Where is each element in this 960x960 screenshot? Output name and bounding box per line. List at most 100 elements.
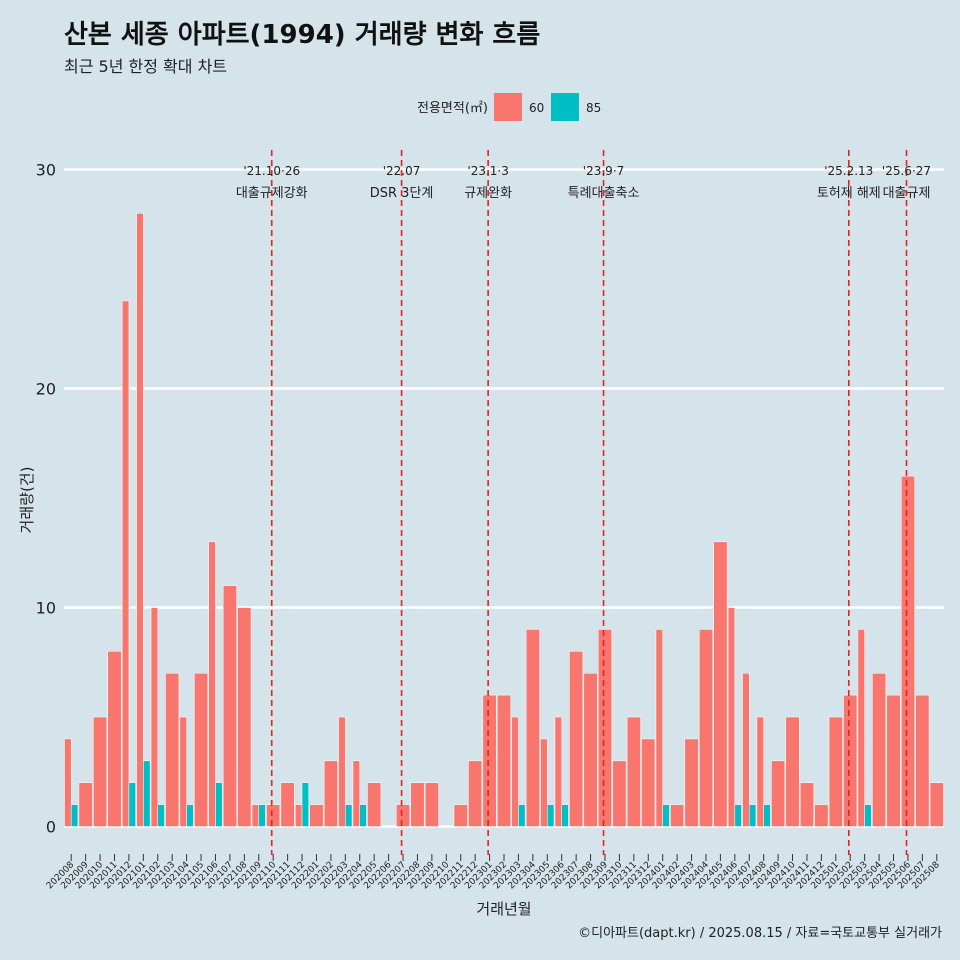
chart-subtitle: 최근 5년 한정 확대 차트 [64, 57, 228, 76]
legend-title: 전용면적(㎡) [417, 101, 488, 116]
bar-60-202201 [309, 804, 324, 827]
event-date-label: '21.10·26 [243, 164, 300, 178]
event-desc-label: 특례대출축소 [568, 186, 640, 201]
legend-swatch-60 [494, 93, 522, 121]
bar-60-202207 [396, 804, 410, 827]
y-tick-label: 10 [36, 599, 56, 618]
bar-60-202503 [857, 629, 865, 827]
legend-label-60: 60 [529, 101, 544, 115]
bar-60-202301 [482, 694, 497, 827]
bar-85-202401 [662, 804, 670, 827]
bar-85-202101 [143, 760, 151, 827]
bar-85-202203 [345, 804, 353, 827]
event-desc-label: 대출규제 [883, 186, 931, 201]
bar-85-202012 [128, 782, 136, 827]
bars [64, 213, 944, 827]
bar-60-202008 [64, 738, 72, 827]
bar-85-202112 [301, 782, 309, 827]
bar-60-202112 [295, 804, 303, 827]
bar-85-202008 [70, 804, 79, 827]
bar-85-202305 [547, 804, 555, 827]
event-date-label: '23.9·7 [583, 164, 624, 178]
bar-60-202401 [655, 629, 663, 827]
bar-60-202205 [367, 782, 382, 827]
bar-85-202109 [258, 804, 266, 827]
y-axis-label: 거래량(건) [18, 467, 36, 534]
event-date-label: '23.1·3 [467, 164, 508, 178]
y-tick-label: 30 [36, 161, 56, 180]
bar-85-202204 [359, 804, 367, 827]
legend-swatch-85 [551, 93, 579, 121]
event-desc-label: 대출규제강화 [236, 186, 308, 201]
bar-60-202302 [497, 694, 511, 827]
x-axis: 2020082020092020102020112020122021012021… [45, 854, 942, 891]
event-date-label: '25.6·27 [882, 164, 931, 178]
bar-60-202102 [150, 607, 159, 827]
bar-60-202204 [352, 760, 360, 827]
bar-60-202308 [583, 672, 598, 827]
bar-60-202009 [78, 782, 93, 827]
bar-60-202110 [266, 804, 281, 827]
x-axis-label: 거래년월 [476, 900, 531, 918]
bar-60-202407 [742, 672, 750, 827]
y-tick-label: 0 [46, 818, 56, 837]
bar-60-202505 [886, 694, 901, 827]
bar-60-202410 [785, 716, 800, 827]
event-desc-label: 규제완화 [464, 186, 512, 201]
bar-60-202108 [237, 607, 252, 827]
bar-60-202103 [165, 672, 180, 827]
bar-85-202406 [734, 804, 742, 827]
bar-60-202310 [612, 760, 627, 827]
bar-60-202209 [424, 782, 439, 827]
chart-title: 산본 세종 아파트(1994) 거래량 변화 흐름 [64, 20, 541, 50]
event-desc-label: DSR 3단계 [370, 186, 434, 201]
bar-60-202502 [843, 694, 858, 827]
event-desc-label: 토허제 해제 [817, 186, 881, 201]
bar-60-202305 [540, 738, 548, 827]
event-date-label: '22.07 [383, 164, 421, 178]
bar-60-202307 [569, 651, 584, 827]
bar-60-202211 [453, 804, 468, 827]
bar-60-202304 [525, 629, 540, 827]
bar-85-202303 [518, 804, 526, 827]
source-caption: ©디아파트(dapt.kr) / 2025.08.15 / 자료=국토교통부 실… [578, 926, 942, 941]
legend-label-85: 85 [586, 101, 601, 115]
bar-60-202109 [251, 804, 260, 827]
bar-60-202506 [900, 475, 915, 827]
bar-60-202107 [222, 585, 237, 827]
bar-60-202312 [641, 738, 656, 827]
bar-60-202311 [626, 716, 641, 827]
bar-60-202411 [799, 782, 814, 827]
bar-60-202203 [338, 716, 346, 827]
bar-60-202011 [107, 651, 122, 827]
bar-60-202508 [929, 782, 944, 827]
bar-60-202408 [756, 716, 764, 827]
bar-60-202208 [410, 782, 425, 827]
bar-60-202104 [179, 716, 187, 827]
bar-60-202403 [684, 738, 699, 827]
bar-60-202309 [598, 629, 612, 827]
bar-85-202102 [157, 804, 165, 827]
bar-60-202303 [511, 716, 519, 827]
event-date-label: '25.2.13 [824, 164, 873, 178]
bar-60-202101 [136, 213, 144, 827]
bar-85-202408 [763, 804, 771, 827]
bar-85-202106 [215, 782, 223, 827]
annotations: '21.10·26 대출규제강화 '22.07 DSR 3단계 '23.1·3 규제완화 '… [236, 150, 931, 855]
y-axis-ticks: 0 10 20 30 [36, 161, 56, 837]
y-tick-label: 20 [36, 380, 56, 399]
bar-60-202404 [699, 629, 713, 827]
bar-60-202405 [713, 541, 728, 827]
bar-60-202105 [194, 672, 209, 827]
bar-60-202111 [280, 782, 295, 827]
bar-60-202202 [323, 760, 338, 827]
bar-60-202012 [121, 300, 130, 827]
bar-60-202306 [554, 716, 562, 827]
bar-60-202507 [915, 694, 930, 827]
bar-60-202010 [93, 716, 108, 827]
bar-60-202409 [771, 760, 786, 827]
bar-60-202402 [670, 804, 685, 827]
bar-60-202501 [828, 716, 843, 827]
